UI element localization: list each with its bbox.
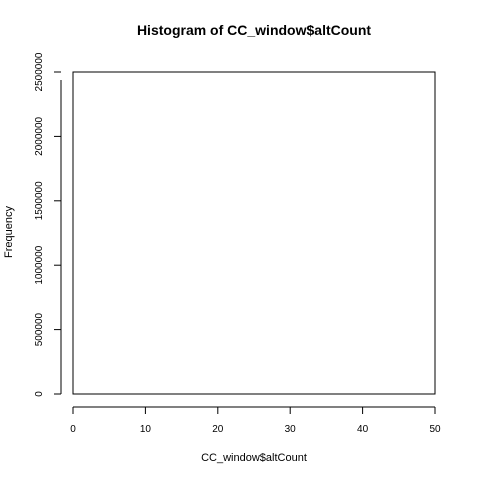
x-axis-label: CC_window$altCount [201, 452, 307, 464]
x-tick-label: 10 [140, 424, 152, 435]
y-tick-label: 0 [34, 391, 45, 397]
y-tick-label: 1000000 [34, 245, 45, 284]
y-tick-label: 2000000 [34, 116, 45, 155]
plot-frame [72, 71, 436, 395]
y-tick-label: 1500000 [34, 181, 45, 220]
y-tick-label: 2500000 [34, 52, 45, 91]
x-axis-ticks: 0 10 20 30 40 50 [70, 407, 441, 435]
x-tick-label: 50 [429, 424, 441, 435]
y-axis-label: Frequency [3, 206, 15, 258]
x-tick-label: 30 [285, 424, 297, 435]
chart-title: Histogram of CC_window$altCount [137, 22, 371, 38]
y-axis-ticks: 0 500000 1000000 1500000 2000000 2500000 [34, 52, 61, 397]
x-tick-label: 20 [212, 424, 224, 435]
x-tick-label: 40 [357, 424, 369, 435]
x-tick-label: 0 [70, 424, 76, 435]
y-tick-label: 500000 [34, 312, 45, 346]
